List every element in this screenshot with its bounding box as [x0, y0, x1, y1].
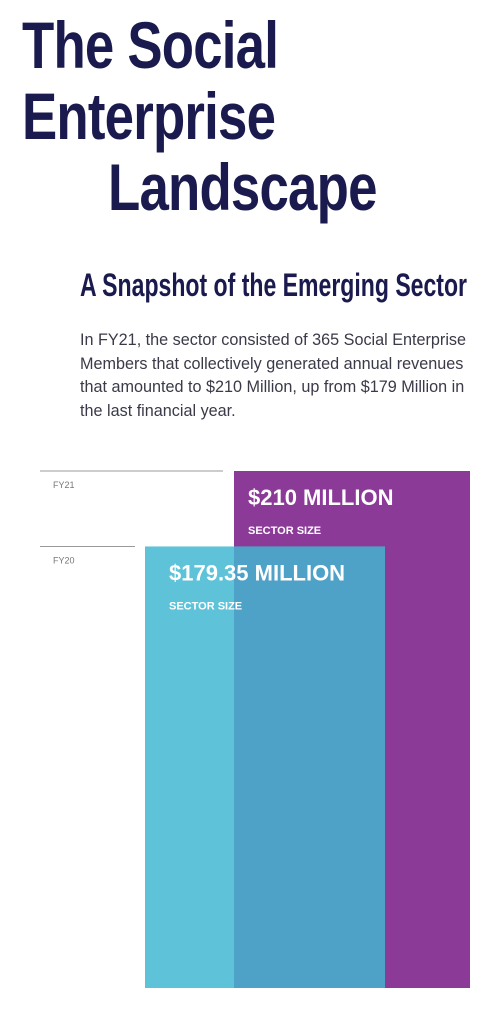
title-line-1: The Social	[22, 8, 279, 82]
title-line-3: Landscape	[108, 150, 377, 224]
year-label-fy20: FY20	[53, 555, 75, 565]
sub-label-fy20: SECTOR SIZE	[169, 600, 242, 612]
year-label-fy21: FY21	[53, 480, 75, 490]
sector-size-chart: FY21 FY20 $210 MILLION SECTOR SIZE $179.35 M…	[40, 470, 470, 988]
title-line-2: Enterprise	[22, 79, 276, 153]
bar-overlap	[234, 546, 385, 988]
subtitle: A Snapshot of the Emerging Sector	[80, 267, 468, 303]
value-label-fy21: $210 MILLION	[248, 485, 393, 510]
intro-paragraph: In FY21, the sector consisted of 365 Soc…	[80, 331, 467, 420]
value-label-fy20: $179.35 MILLION	[169, 560, 345, 585]
sub-label-fy21: SECTOR SIZE	[248, 525, 321, 537]
